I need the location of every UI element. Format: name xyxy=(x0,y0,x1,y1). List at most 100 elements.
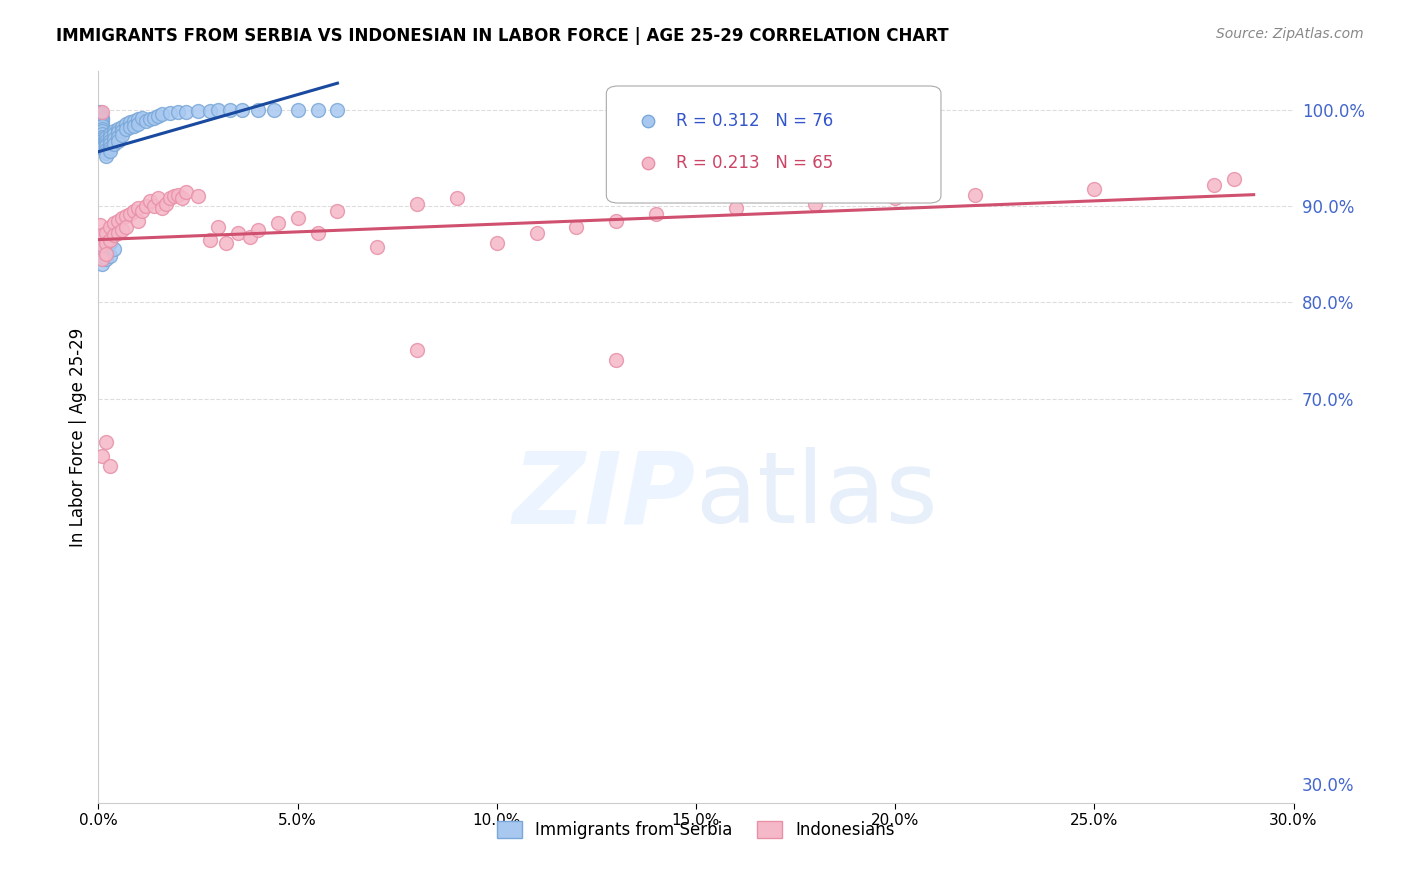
Point xyxy=(446,191,468,205)
Point xyxy=(124,119,146,133)
Point xyxy=(231,103,253,117)
Point xyxy=(91,112,114,127)
Point xyxy=(91,124,114,138)
Point xyxy=(226,226,249,240)
Point xyxy=(90,111,112,125)
Point xyxy=(143,199,166,213)
Point xyxy=(215,235,238,250)
Point xyxy=(120,120,142,135)
Point xyxy=(98,134,122,148)
Point xyxy=(159,105,181,120)
Point xyxy=(198,233,221,247)
Point xyxy=(115,117,138,131)
Point xyxy=(96,134,118,148)
Point xyxy=(366,239,388,253)
Point xyxy=(96,136,118,151)
Text: atlas: atlas xyxy=(696,447,938,544)
Point xyxy=(98,136,122,151)
Point xyxy=(159,191,181,205)
Point xyxy=(167,104,190,119)
Point xyxy=(96,143,118,157)
Point xyxy=(963,187,986,202)
Point xyxy=(127,112,149,127)
Point xyxy=(605,353,627,368)
Point xyxy=(406,197,429,211)
Point xyxy=(1223,172,1246,186)
Point xyxy=(115,122,138,136)
Point xyxy=(89,219,111,233)
Point xyxy=(187,103,209,118)
Point xyxy=(91,450,114,464)
Point xyxy=(172,191,194,205)
Point xyxy=(155,197,177,211)
Point xyxy=(143,111,166,125)
Point xyxy=(96,146,118,161)
Point xyxy=(90,109,112,123)
Point xyxy=(111,124,134,138)
Point xyxy=(239,230,262,244)
Point xyxy=(98,145,122,159)
Point xyxy=(198,103,221,118)
Point xyxy=(111,223,134,237)
Point xyxy=(91,114,114,128)
Point xyxy=(107,213,129,227)
Point xyxy=(645,207,668,221)
Point xyxy=(96,247,118,261)
Point xyxy=(96,129,118,144)
Point xyxy=(91,119,114,133)
Point xyxy=(207,220,229,235)
Text: ZIP: ZIP xyxy=(513,447,696,544)
Point xyxy=(267,216,290,230)
Point xyxy=(131,203,153,218)
Point xyxy=(174,185,197,199)
Point xyxy=(91,127,114,141)
Point xyxy=(115,209,138,223)
Point xyxy=(91,129,114,144)
Point xyxy=(135,199,157,213)
Point xyxy=(98,249,122,263)
Point xyxy=(91,104,114,119)
FancyBboxPatch shape xyxy=(606,86,941,203)
Point xyxy=(120,115,142,129)
Point xyxy=(724,201,747,215)
Point xyxy=(148,191,170,205)
Point xyxy=(406,343,429,358)
Point xyxy=(263,103,285,117)
Point xyxy=(127,117,149,131)
Point xyxy=(103,136,125,151)
Point xyxy=(605,213,627,227)
Point xyxy=(91,134,114,148)
Point xyxy=(111,211,134,225)
Point xyxy=(804,197,827,211)
Point xyxy=(307,226,329,240)
Point xyxy=(150,106,173,120)
Point xyxy=(98,220,122,235)
Point xyxy=(150,201,173,215)
Text: R = 0.312   N = 76: R = 0.312 N = 76 xyxy=(676,112,832,130)
Point xyxy=(131,111,153,125)
Point xyxy=(91,136,114,151)
Point xyxy=(96,235,118,250)
Point xyxy=(96,434,118,449)
Point xyxy=(111,128,134,142)
Point xyxy=(103,127,125,141)
Point xyxy=(103,243,125,257)
Point xyxy=(98,141,122,155)
Text: R = 0.213   N = 65: R = 0.213 N = 65 xyxy=(676,153,832,172)
Point xyxy=(187,189,209,203)
Point xyxy=(91,122,114,136)
Point xyxy=(219,103,242,117)
Point xyxy=(91,141,114,155)
Point xyxy=(91,243,114,257)
Point xyxy=(91,252,114,266)
Text: IMMIGRANTS FROM SERBIA VS INDONESIAN IN LABOR FORCE | AGE 25-29 CORRELATION CHAR: IMMIGRANTS FROM SERBIA VS INDONESIAN IN … xyxy=(56,27,949,45)
Point xyxy=(884,191,907,205)
Point xyxy=(174,104,197,119)
Legend: Immigrants from Serbia, Indonesians: Immigrants from Serbia, Indonesians xyxy=(491,814,901,846)
Point xyxy=(287,103,309,117)
Point xyxy=(91,227,114,242)
Point xyxy=(107,125,129,139)
Point xyxy=(98,127,122,141)
Point xyxy=(127,213,149,227)
Point xyxy=(207,103,229,117)
